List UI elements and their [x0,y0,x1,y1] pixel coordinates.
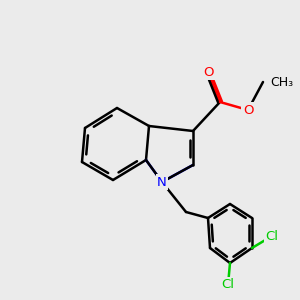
Text: Cl: Cl [221,278,235,292]
Text: N: N [157,176,167,188]
Text: CH₃: CH₃ [271,76,294,88]
Text: Cl: Cl [266,230,278,242]
Text: O: O [203,65,213,79]
Text: O: O [243,103,253,116]
